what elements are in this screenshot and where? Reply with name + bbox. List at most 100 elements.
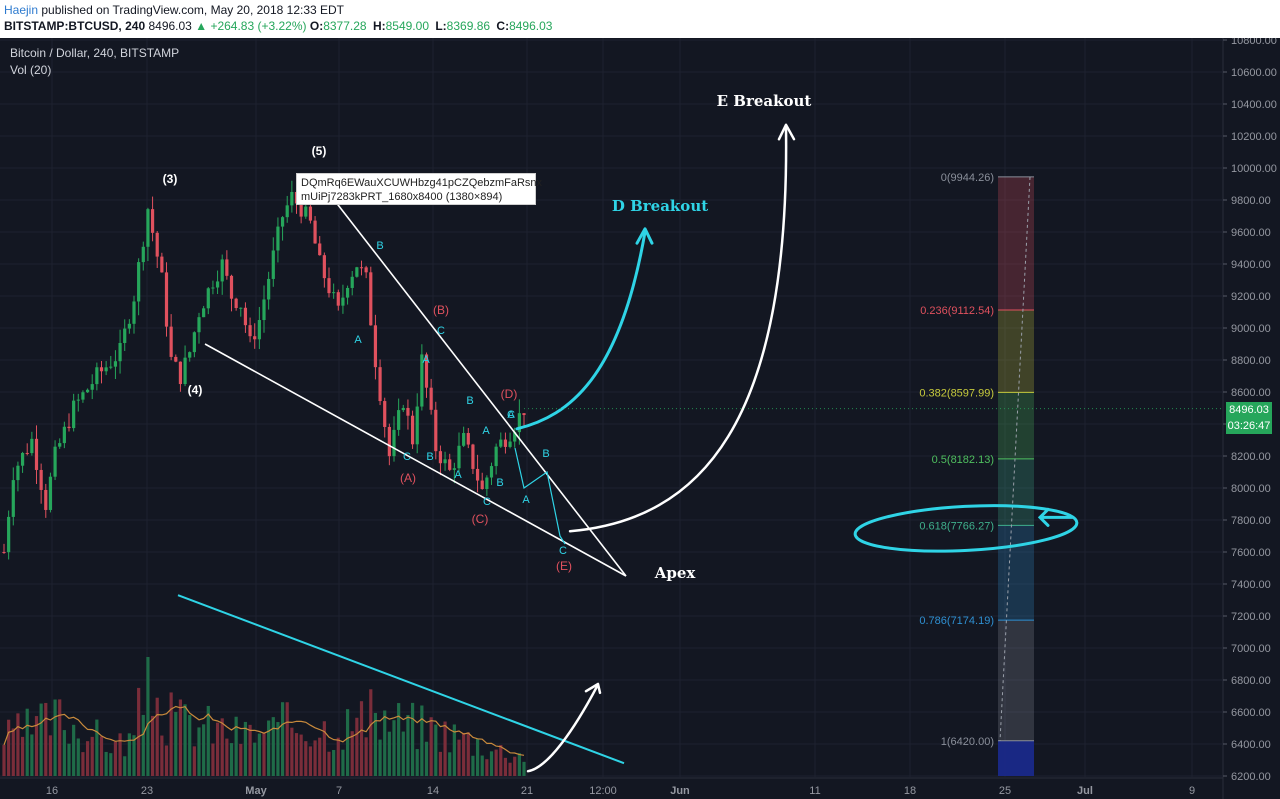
volume-bar	[39, 703, 43, 776]
candle-body	[401, 407, 405, 411]
volume-bar	[494, 749, 498, 776]
volume-bar	[220, 718, 224, 776]
y-tick-label: 7200.00	[1231, 611, 1271, 623]
y-tick-label: 7400.00	[1231, 579, 1271, 591]
wave-label: (5)	[312, 144, 327, 158]
wave-label: B	[542, 448, 549, 460]
candle-body	[424, 354, 429, 388]
volume-bar	[508, 762, 512, 776]
x-tick-label: May	[245, 785, 267, 797]
volume-bar	[48, 735, 53, 776]
volume-bar	[285, 702, 289, 776]
candle-body	[30, 438, 34, 454]
candle-body	[494, 446, 498, 467]
candle-body	[183, 357, 187, 385]
candle-body	[76, 399, 80, 401]
volume-bar	[401, 731, 405, 776]
volume-bar	[58, 699, 62, 776]
volume-bar	[276, 722, 280, 776]
volume-bar	[183, 704, 187, 776]
x-tick-label: 18	[904, 785, 916, 797]
volume-bar	[192, 746, 196, 776]
candle-body	[522, 413, 526, 416]
volume-bar	[267, 720, 271, 776]
volume-bar	[294, 733, 299, 776]
candle-body	[44, 489, 48, 510]
candle-body	[406, 407, 410, 416]
candle-body	[475, 468, 480, 481]
tooltip-line-1: DQmRq6EWauXCUWHbzg41pCZQebzmFaRsnx	[301, 177, 543, 189]
wave-label: C	[507, 409, 515, 421]
chart-canvas[interactable]: 6200.00 6400.00 6600.00 6800.00 7000.00 7200.…	[0, 38, 1280, 799]
candle-body	[392, 429, 396, 457]
apex-label: Apex	[654, 564, 697, 582]
volume-bar	[211, 743, 215, 776]
volume-group	[2, 657, 526, 776]
candle-body	[378, 367, 382, 402]
volume-bar	[387, 731, 391, 776]
candle-body	[39, 469, 43, 490]
volume-bar	[44, 702, 48, 776]
d-breakout-curve	[515, 230, 647, 431]
candle-body	[299, 203, 303, 217]
volume-bar	[174, 711, 178, 776]
candle-body	[364, 267, 368, 273]
high-value: 8549.00	[385, 19, 429, 33]
chart-title: Bitcoin / Dollar, 240, BITSTAMP	[10, 46, 180, 60]
author-link[interactable]: Haejin	[4, 3, 39, 17]
candle-body	[462, 433, 466, 446]
y-tick-label: 10200.00	[1231, 131, 1277, 143]
volume-bar	[471, 755, 475, 776]
wave-label: A	[354, 334, 362, 346]
image-tooltip: DQmRq6EWauXCUWHbzg41pCZQebzmFaRsnx mUiPj…	[296, 173, 543, 205]
volume-trend-line	[177, 594, 625, 765]
candle-body	[257, 320, 261, 340]
volume-bar	[197, 727, 201, 776]
volume-bar	[457, 739, 461, 776]
volume-bar	[76, 738, 80, 776]
volume-bar	[239, 743, 243, 776]
candle-body	[123, 328, 127, 344]
volume-bar	[522, 761, 526, 776]
y-tick-label: 8800.00	[1231, 355, 1271, 367]
wave-label: (A)	[400, 471, 416, 485]
candle-body	[25, 452, 29, 454]
x-tick-label: 14	[427, 785, 439, 797]
candle-body	[248, 325, 252, 337]
wave-label: A	[482, 425, 490, 437]
wave-label: (4)	[188, 383, 203, 397]
volume-bar	[383, 710, 387, 776]
volume-bar	[420, 705, 424, 776]
volume-bar	[480, 755, 484, 776]
wave-label: A	[422, 354, 430, 366]
volume-ma-line	[3, 705, 525, 756]
fib-zone	[998, 525, 1034, 621]
y-tick-label: 8000.00	[1231, 483, 1271, 495]
candle-body	[373, 325, 378, 368]
candle-body	[48, 476, 53, 510]
volume-bar	[164, 745, 169, 776]
candle-body	[313, 220, 317, 244]
candle-body	[11, 480, 15, 517]
volume-bar	[7, 719, 11, 776]
last-price: 8496.03	[148, 19, 192, 33]
wave-label: B	[496, 477, 503, 489]
candle-body	[137, 262, 141, 302]
volume-bar	[322, 721, 326, 776]
y-tick-label: 9800.00	[1231, 195, 1271, 207]
candle-body	[285, 205, 289, 218]
wave-label: C	[483, 496, 491, 508]
volume-bar	[499, 745, 503, 776]
volume-bar	[146, 657, 150, 776]
volume-bar	[392, 720, 396, 776]
volume-bar	[104, 751, 108, 776]
candle-body	[499, 439, 503, 447]
candle-body	[304, 206, 308, 217]
x-tick-label: 25	[999, 785, 1011, 797]
low-label: L:	[435, 19, 447, 33]
volume-bar	[434, 724, 438, 776]
volume-bar	[229, 743, 234, 776]
wave-label: B	[426, 451, 433, 463]
chart-area[interactable]: 6200.00 6400.00 6600.00 6800.00 7000.00 7200.…	[0, 38, 1280, 799]
price-change: +264.83 (+3.22%)	[210, 19, 307, 33]
